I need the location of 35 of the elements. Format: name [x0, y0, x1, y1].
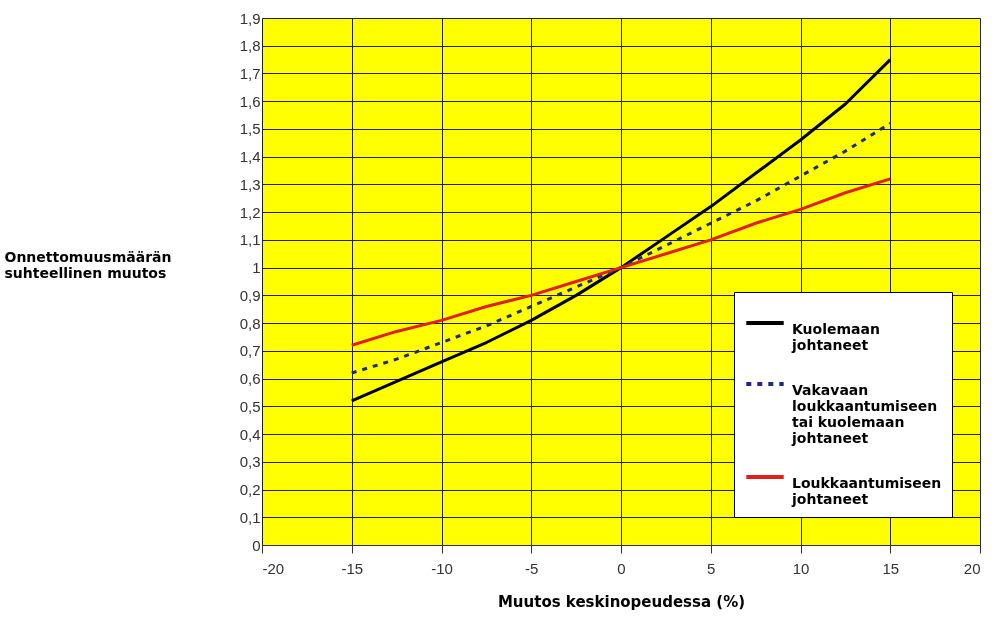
x-tick-label: 5	[707, 559, 716, 577]
y-tick-label: 1	[252, 259, 261, 277]
y-tick-label: 0,3	[239, 453, 261, 471]
x-tick-label: -5	[525, 559, 539, 577]
y-tick-label: 0,4	[239, 425, 261, 443]
y-tick-label: 0,1	[239, 508, 261, 526]
x-tick-label: 10	[792, 559, 810, 577]
y-tick-label: 0,2	[239, 481, 261, 499]
y-tick-label: 0	[252, 536, 261, 554]
x-tick-label: 20	[963, 559, 981, 577]
y-tick-label: 0,6	[239, 370, 261, 388]
x-axis-title: Muutos keskinopeudessa (%)	[497, 592, 746, 611]
legend-label: Kuolemaan johtaneet	[791, 321, 880, 353]
x-tick-label: -10	[431, 559, 453, 577]
y-tick-label: 1,5	[239, 120, 261, 138]
line-series	[350, 121, 892, 375]
x-tick-label: 15	[882, 559, 900, 577]
legend-label: Loukkaantumiseen johtaneet	[791, 475, 942, 507]
y-tick-label: 1,3	[239, 175, 261, 193]
y-tick-label: 1,4	[239, 148, 261, 166]
y-tick-label: 1,2	[239, 203, 261, 221]
x-tick-label: -20	[262, 559, 285, 577]
y-tick-label: 0,5	[239, 397, 261, 415]
legend-label: Vakavaan loukkaantumiseen tai kuolemaan johtaneet	[791, 382, 938, 446]
y-tick-label: 1,8	[239, 37, 261, 55]
y-tick-label: 1,6	[239, 92, 261, 110]
x-tick-label: -15	[341, 559, 364, 577]
y-tick-label: 0,7	[239, 342, 261, 360]
y-tick-label: 0,8	[239, 314, 261, 332]
y-tick-label: 0,9	[239, 286, 261, 304]
y-tick-label: 1,9	[239, 9, 261, 27]
x-tick-label: 0	[617, 559, 626, 577]
y-axis-title: Onnettomuusmäärän suhteellinen muutos	[4, 249, 172, 282]
y-tick-label: 1,1	[239, 231, 261, 249]
y-tick-label: 1,7	[239, 64, 261, 82]
